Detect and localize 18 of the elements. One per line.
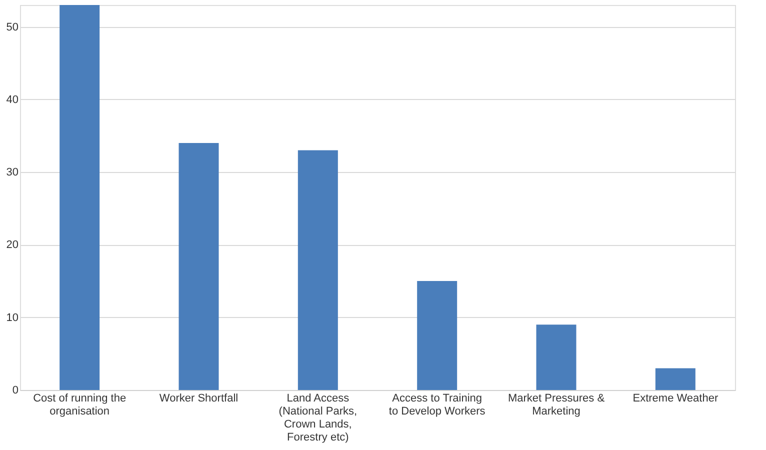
- x-tick-label: Worker Shortfall: [159, 392, 238, 404]
- x-tick-label: Market Pressures & Marketing: [508, 392, 606, 418]
- bar: [178, 143, 219, 390]
- bar: [60, 5, 100, 390]
- x-tick-label: Extreme Weather: [632, 392, 718, 404]
- y-tick-label: 40: [6, 94, 18, 106]
- bar: [298, 150, 338, 390]
- x-tick-label: Access to Training to Develop Workers: [388, 392, 486, 418]
- x-tick-label: Cost of running the organisation: [33, 392, 126, 418]
- x-tick-label: Land Access (National Parks, Crown Lands, Forestry etc): [278, 392, 358, 444]
- bar: [536, 324, 576, 390]
- bar: [417, 281, 458, 390]
- y-tick-label: 20: [6, 239, 18, 252]
- y-tick-label: 30: [6, 166, 18, 179]
- y-tick-label: 50: [6, 21, 18, 34]
- y-tick-label: 0: [12, 384, 18, 396]
- y-tick-label: 10: [6, 312, 18, 324]
- bar: [655, 368, 696, 390]
